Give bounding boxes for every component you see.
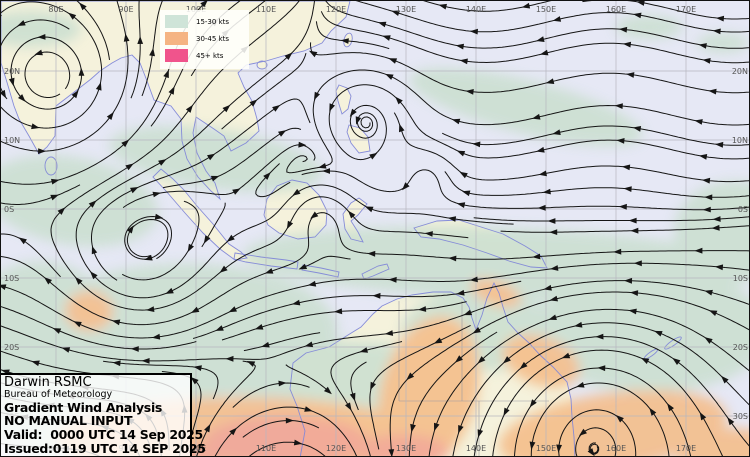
- legend-color-swatch: [165, 15, 188, 28]
- longitude-label-top: 120E: [326, 5, 346, 14]
- longitude-label-bottom: 150E: [536, 444, 556, 453]
- latitude-label-right: 30S: [733, 412, 748, 421]
- longitude-label-bottom: 130E: [396, 444, 416, 453]
- longitude-label-top: 90E: [118, 5, 133, 14]
- latitude-label-left: 20N: [4, 67, 20, 76]
- title-block: Darwin RSMC Bureau of Meteorology Gradie…: [1, 373, 206, 456]
- longitude-label-bottom: 160E: [606, 444, 626, 453]
- latitude-label-left: 0S: [4, 205, 14, 214]
- legend-color-swatch: [165, 49, 188, 62]
- agency-name: Darwin RSMC: [4, 375, 92, 390]
- longitude-label-bottom: 140E: [466, 444, 486, 453]
- issued-time: Issued:0119 UTC 14 SEP 2025: [4, 440, 206, 456]
- latitude-label-right: 10S: [733, 274, 748, 283]
- longitude-label-bottom: 110E: [256, 444, 276, 453]
- latitude-label-right: 20S: [733, 343, 748, 352]
- state-borders: [398, 301, 549, 456]
- longitude-label-bottom: 100E: [186, 444, 206, 453]
- longitude-label-top: 80E: [48, 5, 63, 14]
- legend-color-swatch: [165, 32, 188, 45]
- longitude-label-top: 110E: [256, 5, 276, 14]
- longitude-label-top: 100E: [186, 5, 206, 14]
- manual-input-note: NO MANUAL INPUT: [4, 413, 133, 429]
- legend-label: 15-30 kts: [196, 17, 230, 26]
- legend-label: 30-45 kts: [196, 34, 230, 43]
- product-title: Gradient Wind Analysis: [4, 399, 163, 415]
- longitude-label-top: 170E: [676, 5, 696, 14]
- latitude-label-right: 10N: [732, 136, 748, 145]
- bureau-name: Bureau of Meteorology: [4, 389, 113, 401]
- wind-speed-legend: 15-30 kts 30-45 kts 45+ kts: [160, 10, 249, 69]
- longitude-label-top: 130E: [396, 5, 416, 14]
- latitude-label-left: 10S: [4, 274, 19, 283]
- latitude-label-left: 20S: [4, 343, 19, 352]
- longitude-label-top: 150E: [536, 5, 556, 14]
- latitude-label-left: 10N: [4, 136, 20, 145]
- longitude-label-top: 140E: [466, 5, 486, 14]
- longitude-label-top: 160E: [606, 5, 626, 14]
- legend-item: 30-45 kts: [165, 32, 249, 45]
- arrowheads-layer: [1, 1, 735, 456]
- legend-label: 45+ kts: [196, 51, 224, 60]
- latitude-label-right: 20N: [732, 67, 748, 76]
- latitude-label-right: 0S: [738, 205, 748, 214]
- legend-item: 45+ kts: [165, 49, 249, 62]
- legend-item: 15-30 kts: [165, 15, 249, 28]
- longitude-label-bottom: 120E: [326, 444, 346, 453]
- longitude-label-bottom: 170E: [676, 444, 696, 453]
- valid-time: Valid: 0000 UTC 14 Sep 2025: [4, 427, 203, 443]
